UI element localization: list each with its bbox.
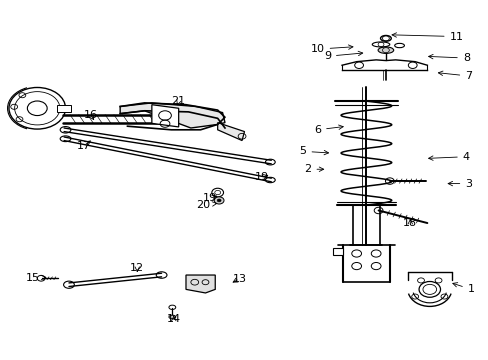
Text: 12: 12 bbox=[130, 263, 144, 273]
Polygon shape bbox=[332, 248, 342, 255]
Text: 4: 4 bbox=[428, 152, 469, 162]
Text: 1: 1 bbox=[452, 283, 474, 294]
Text: 19: 19 bbox=[254, 172, 268, 182]
Polygon shape bbox=[57, 105, 71, 112]
Text: 9: 9 bbox=[323, 51, 362, 61]
Text: 6: 6 bbox=[313, 125, 343, 135]
Text: 15: 15 bbox=[25, 273, 46, 283]
Text: 19: 19 bbox=[203, 193, 217, 203]
Polygon shape bbox=[217, 123, 244, 140]
Text: 11: 11 bbox=[391, 32, 463, 41]
Text: 2: 2 bbox=[304, 164, 323, 174]
Circle shape bbox=[217, 199, 221, 202]
Text: 5: 5 bbox=[299, 146, 328, 156]
Polygon shape bbox=[185, 275, 215, 293]
Text: 13: 13 bbox=[232, 274, 246, 284]
Circle shape bbox=[214, 197, 224, 204]
Polygon shape bbox=[152, 105, 178, 127]
Polygon shape bbox=[120, 103, 224, 128]
Text: 10: 10 bbox=[310, 44, 352, 54]
Text: 17: 17 bbox=[76, 141, 90, 151]
Text: 16: 16 bbox=[84, 111, 98, 121]
Text: 8: 8 bbox=[428, 53, 469, 63]
Text: 21: 21 bbox=[171, 96, 185, 106]
Text: 20: 20 bbox=[196, 200, 216, 210]
Text: 3: 3 bbox=[447, 179, 471, 189]
Text: 18: 18 bbox=[403, 218, 416, 228]
Text: 14: 14 bbox=[166, 314, 181, 324]
Ellipse shape bbox=[377, 47, 393, 53]
Ellipse shape bbox=[168, 315, 175, 319]
Text: 7: 7 bbox=[437, 71, 471, 81]
